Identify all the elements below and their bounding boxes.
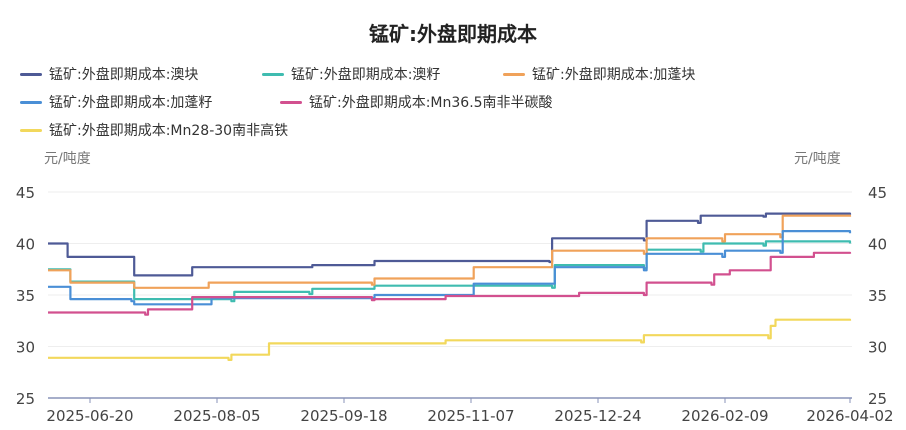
y-tick-left: 35 (16, 287, 35, 305)
y-tick-right: 30 (868, 339, 887, 357)
legend-label: 锰矿:外盘即期成本:澳块 (49, 67, 199, 83)
legend-swatch (503, 72, 525, 76)
legend-item-mn365-south-africa[interactable]: 锰矿:外盘即期成本:Mn36.5南非半碳酸 (280, 92, 553, 112)
legend-item-australia-lump[interactable]: 锰矿:外盘即期成本:澳块 (20, 64, 198, 84)
y-tick-right: 40 (868, 236, 887, 254)
x-tick-label: 2025-09-18 (300, 407, 387, 425)
x-tick-label: 2025-12-24 (554, 407, 641, 425)
x-tick-label: 2025-11-07 (427, 407, 514, 425)
legend-item-gabon-lump[interactable]: 锰矿:外盘即期成本:加蓬块 (503, 64, 695, 84)
y-tick-right: 25 (868, 390, 887, 408)
y-tick-right: 45 (868, 184, 887, 202)
y-axis-left-unit: 元/吨度 (44, 151, 91, 167)
y-tick-right: 35 (868, 287, 887, 305)
series-line-4[interactable] (48, 251, 852, 316)
series-line-3[interactable] (48, 230, 852, 306)
legend-swatch (20, 72, 42, 76)
series-line-0[interactable] (48, 212, 852, 277)
y-tick-left: 25 (16, 390, 35, 408)
legend-label: 锰矿:外盘即期成本:Mn36.5南非半碳酸 (309, 95, 553, 111)
y-tick-left: 30 (16, 339, 35, 357)
x-tick-label: 2025-06-20 (46, 407, 133, 425)
series-line-2[interactable] (48, 214, 852, 289)
x-tick-label: 2026-04-02 (806, 407, 893, 425)
series-line-5[interactable] (48, 318, 852, 361)
legend-swatch (20, 128, 42, 132)
legend-label: 锰矿:外盘即期成本:加蓬块 (532, 67, 696, 83)
legend-item-australia-fines[interactable]: 锰矿:外盘即期成本:澳籽 (262, 64, 440, 84)
chart-title: 锰矿:外盘即期成本 (369, 22, 537, 46)
y-axis-right-unit: 元/吨度 (794, 151, 841, 167)
legend-swatch (20, 100, 42, 104)
legend-swatch (262, 72, 284, 76)
y-tick-left: 45 (16, 184, 35, 202)
x-tick-label: 2026-02-09 (681, 407, 768, 425)
y-tick-left: 40 (16, 236, 35, 254)
x-tick-label: 2025-08-05 (173, 407, 260, 425)
legend-label: 锰矿:外盘即期成本:加蓬籽 (49, 95, 213, 111)
legend-label: 锰矿:外盘即期成本:Mn28-30南非高铁 (49, 123, 289, 139)
legend-label: 锰矿:外盘即期成本:澳籽 (291, 67, 441, 83)
series-line-1[interactable] (48, 240, 852, 303)
legend-item-mn28-30-south-africa[interactable]: 锰矿:外盘即期成本:Mn28-30南非高铁 (20, 120, 288, 140)
legend-item-gabon-fines[interactable]: 锰矿:外盘即期成本:加蓬籽 (20, 92, 212, 112)
legend-swatch (280, 100, 302, 104)
